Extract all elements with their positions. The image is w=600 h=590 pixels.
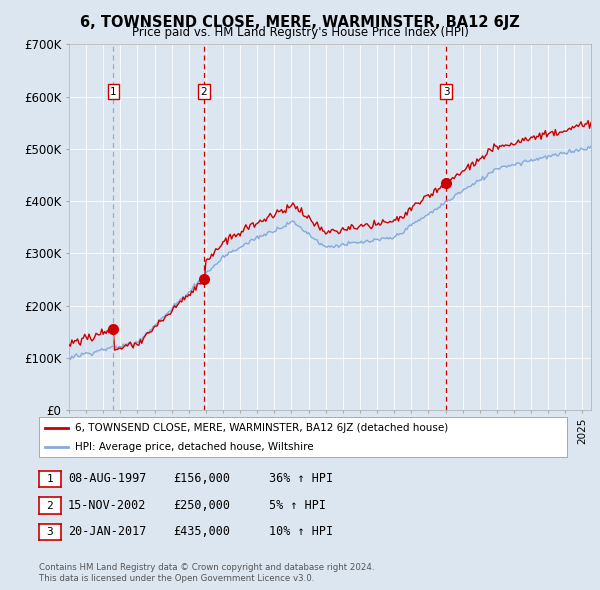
Text: £250,000: £250,000 bbox=[173, 499, 230, 512]
Text: £435,000: £435,000 bbox=[173, 525, 230, 538]
Text: 2: 2 bbox=[200, 87, 207, 97]
Text: 20-JAN-2017: 20-JAN-2017 bbox=[68, 525, 146, 538]
Text: £156,000: £156,000 bbox=[173, 472, 230, 485]
Text: 6, TOWNSEND CLOSE, MERE, WARMINSTER, BA12 6JZ: 6, TOWNSEND CLOSE, MERE, WARMINSTER, BA1… bbox=[80, 15, 520, 30]
Text: 36% ↑ HPI: 36% ↑ HPI bbox=[269, 472, 333, 485]
Text: This data is licensed under the Open Government Licence v3.0.: This data is licensed under the Open Gov… bbox=[39, 574, 314, 583]
Text: 1: 1 bbox=[46, 474, 53, 484]
Text: 6, TOWNSEND CLOSE, MERE, WARMINSTER, BA12 6JZ (detached house): 6, TOWNSEND CLOSE, MERE, WARMINSTER, BA1… bbox=[75, 422, 448, 432]
Text: HPI: Average price, detached house, Wiltshire: HPI: Average price, detached house, Wilt… bbox=[75, 442, 314, 452]
Text: Price paid vs. HM Land Registry's House Price Index (HPI): Price paid vs. HM Land Registry's House … bbox=[131, 26, 469, 39]
Text: 2: 2 bbox=[46, 501, 53, 510]
Text: 08-AUG-1997: 08-AUG-1997 bbox=[68, 472, 146, 485]
Text: 5% ↑ HPI: 5% ↑ HPI bbox=[269, 499, 326, 512]
Text: 1: 1 bbox=[110, 87, 117, 97]
Text: 3: 3 bbox=[46, 527, 53, 537]
Text: 15-NOV-2002: 15-NOV-2002 bbox=[68, 499, 146, 512]
Text: 10% ↑ HPI: 10% ↑ HPI bbox=[269, 525, 333, 538]
Text: Contains HM Land Registry data © Crown copyright and database right 2024.: Contains HM Land Registry data © Crown c… bbox=[39, 563, 374, 572]
Text: 3: 3 bbox=[443, 87, 449, 97]
